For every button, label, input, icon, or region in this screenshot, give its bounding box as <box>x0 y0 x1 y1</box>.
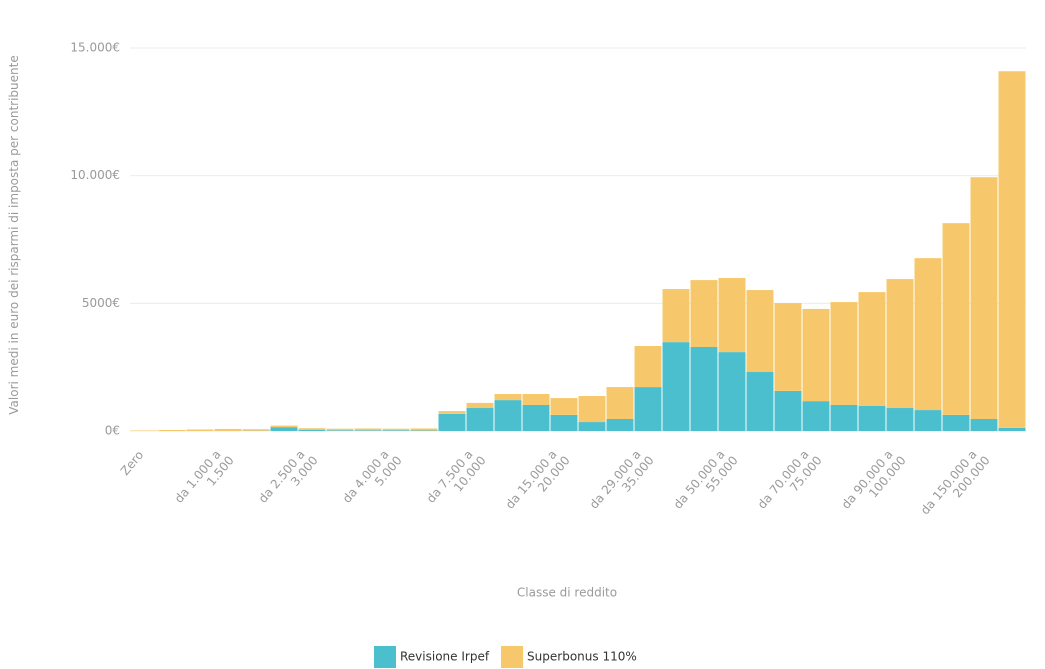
x-tick-label: da 15.000 a 20.000 <box>503 444 573 520</box>
bar-segment <box>942 223 970 415</box>
bar-segment <box>354 430 382 431</box>
bar-segment <box>494 393 522 401</box>
bar-segment <box>438 411 466 414</box>
bar-segment <box>270 425 298 428</box>
bar-segment <box>242 429 270 431</box>
bar-segment <box>438 413 466 431</box>
bar-segment <box>354 428 382 431</box>
bar-segment <box>494 400 522 431</box>
bar-segment <box>942 414 970 431</box>
bar-segment <box>382 430 410 431</box>
bar-segment <box>970 177 998 419</box>
bar-segment <box>326 428 354 431</box>
bar-segment <box>634 345 662 388</box>
bar-segment <box>886 279 914 409</box>
bar-segment <box>298 428 326 430</box>
bar-segment <box>830 302 858 405</box>
bar-segment <box>830 404 858 431</box>
bar-segment <box>690 280 718 347</box>
bar-segment <box>550 398 578 415</box>
bar-segment <box>746 372 774 431</box>
bar-segment <box>886 408 914 431</box>
x-tick-label: da 29.000 a 35.000 <box>587 444 657 520</box>
y-tick-label: 15.000€ <box>70 41 120 55</box>
bar-segment <box>606 418 634 431</box>
y-tick-label: 10.000€ <box>70 168 120 182</box>
x-tick-label: da 4.000 a 5.000 <box>340 444 405 514</box>
bar-segment <box>158 429 186 431</box>
bar-segment <box>270 427 298 431</box>
bar-segment <box>970 418 998 431</box>
bar-segment <box>774 303 802 391</box>
bar-segment <box>550 414 578 431</box>
bar-segment <box>298 429 326 431</box>
legend-swatch <box>501 646 524 668</box>
bar-segment <box>578 422 606 431</box>
bar-segment <box>774 390 802 431</box>
x-tick-label: da 70.000 a 75.000 <box>755 444 825 520</box>
x-tick-label: da 7.500 a 10.000 <box>424 444 489 514</box>
bar-segment <box>914 410 942 431</box>
legend-label: Superbonus 110% <box>527 650 637 664</box>
bar-segment <box>130 430 158 431</box>
bar-segment <box>578 396 606 423</box>
bar-segment <box>998 427 1026 431</box>
bar-segment <box>718 352 746 431</box>
x-tick-label: da 1.000 a 1.500 <box>172 444 237 514</box>
bar-segment <box>858 405 886 431</box>
bar-segment <box>662 289 690 343</box>
bar-segment <box>998 71 1026 428</box>
y-tick-label: 0€ <box>105 424 120 438</box>
y-axis-title: Valori medi in euro dei risparmi di impo… <box>7 55 21 414</box>
x-tick-label: Zero <box>118 448 146 478</box>
bar-segment <box>634 387 662 431</box>
bar-segment <box>466 408 494 431</box>
bar-segment <box>382 428 410 431</box>
x-tick-label: da 2.500 a 3.000 <box>256 444 321 514</box>
bar-segment <box>802 401 830 431</box>
bar-segment <box>522 393 550 405</box>
x-tick-label: da 90.000 a 100.000 <box>839 444 909 520</box>
bar-segment <box>186 429 214 431</box>
y-tick-label: 5000€ <box>82 296 120 310</box>
bar-segment <box>858 292 886 406</box>
bar-segment <box>410 428 438 431</box>
bar-segment <box>718 278 746 353</box>
bar-segment <box>802 308 830 402</box>
bar-segment <box>522 404 550 431</box>
bar-segment <box>746 290 774 373</box>
legend-label: Revisione Irpef <box>400 650 490 664</box>
bar-segment <box>914 258 942 411</box>
legend-swatch <box>374 646 396 668</box>
bar-segment <box>410 430 438 431</box>
x-tick-label: da 50.000 a 55.000 <box>671 444 741 520</box>
bar-segment <box>326 430 354 431</box>
bar-segment <box>466 402 494 409</box>
bar-segment <box>606 387 634 419</box>
x-axis-title: Classe di reddito <box>517 586 617 600</box>
x-tick-label: da 150.000 a 200.000 <box>918 444 993 526</box>
bar-segment <box>214 428 242 431</box>
bar-segment <box>690 346 718 431</box>
bar-segment <box>662 342 690 431</box>
